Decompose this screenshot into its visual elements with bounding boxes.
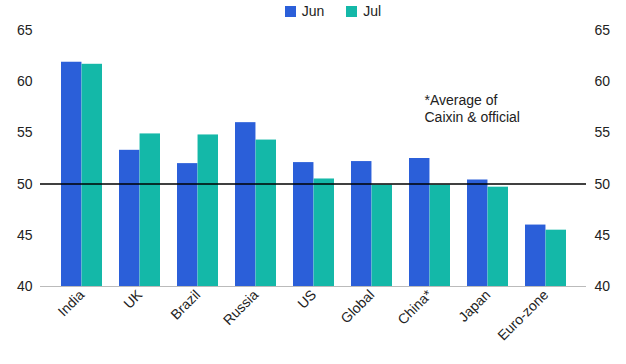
svg-text:Brazil: Brazil xyxy=(167,286,203,322)
svg-text:UK: UK xyxy=(120,286,146,312)
svg-text:Global: Global xyxy=(337,286,377,326)
svg-text:65: 65 xyxy=(595,22,611,38)
svg-text:Euro-zone: Euro-zone xyxy=(494,286,551,343)
svg-text:50: 50 xyxy=(595,176,611,192)
html-text:Jun: Jun xyxy=(301,3,325,19)
svg-text:40: 40 xyxy=(595,278,611,294)
svg-text:*Average ofCaixin & official: *Average ofCaixin & official xyxy=(425,92,520,126)
svg-text:55: 55 xyxy=(17,124,33,140)
svg-text:65: 65 xyxy=(17,22,33,38)
svg-text:China*: China* xyxy=(394,286,435,327)
svg-text:50: 50 xyxy=(17,176,33,192)
html-text:Jul: Jul xyxy=(363,3,382,19)
svg-text:60: 60 xyxy=(17,73,33,89)
svg-text:40: 40 xyxy=(17,278,33,294)
svg-text:India: India xyxy=(55,286,88,319)
svg-text:US: US xyxy=(294,286,319,311)
svg-text:Russia: Russia xyxy=(220,286,262,328)
svg-text:45: 45 xyxy=(17,227,33,243)
svg-text:55: 55 xyxy=(595,124,611,140)
svg-text:60: 60 xyxy=(595,73,611,89)
svg-text:45: 45 xyxy=(595,227,611,243)
svg-text:Japan: Japan xyxy=(455,286,493,324)
